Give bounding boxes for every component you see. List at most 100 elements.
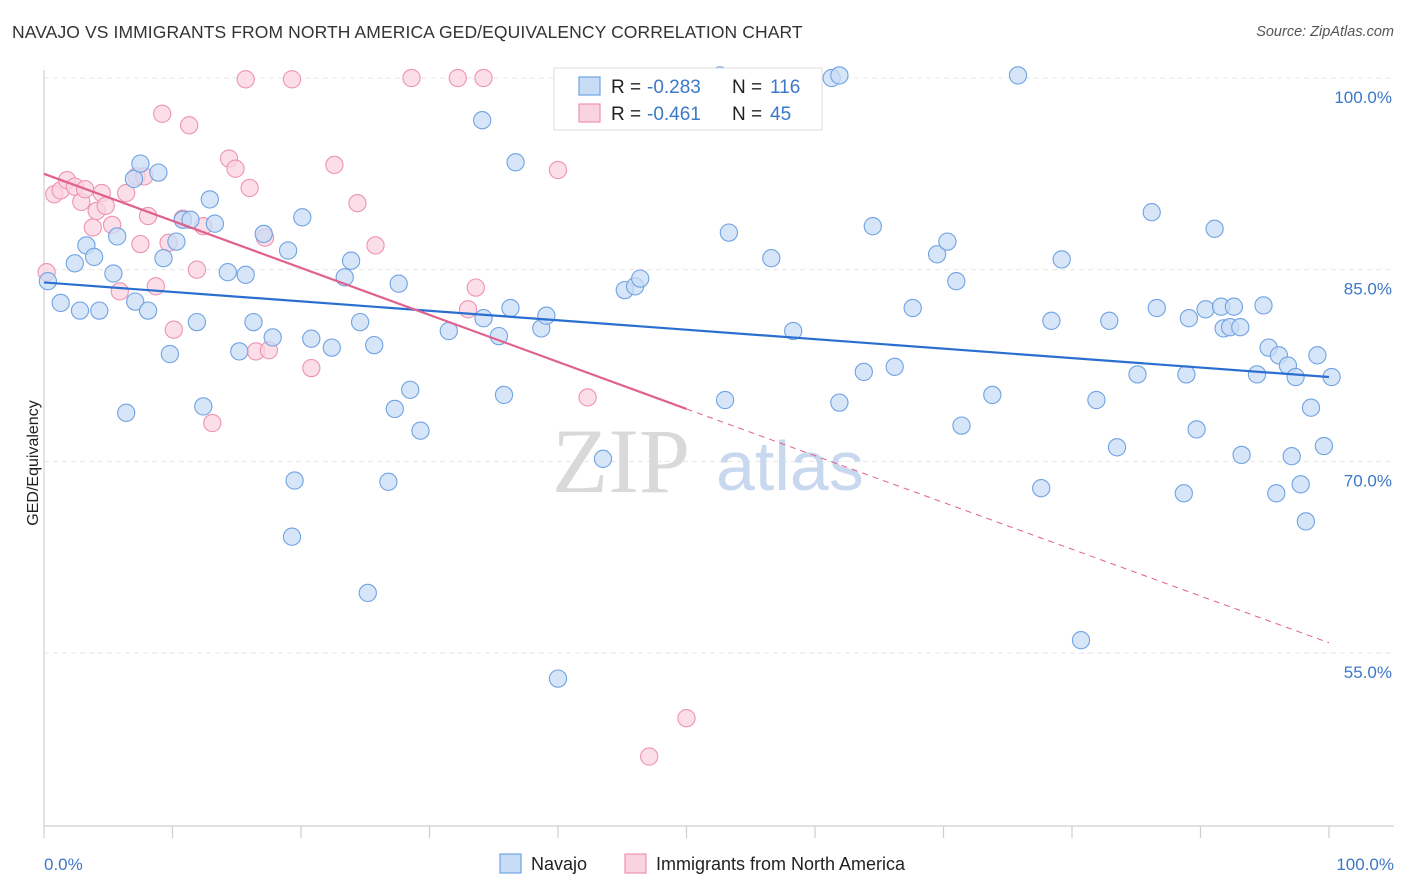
navajo-point	[244, 312, 263, 332]
immigrants-point	[203, 413, 222, 433]
y-axis-label: GED/Equivalency	[25, 400, 42, 525]
navajo-point	[278, 241, 298, 260]
chart-source: Source: ZipAtlas.com	[1256, 24, 1394, 40]
navajo-point	[322, 338, 341, 357]
immigrants-trend-line	[43, 172, 687, 410]
legend-stats: R = -0.283 N = 116 R = -0.461 N = 45	[553, 67, 823, 131]
immigrants-point	[146, 277, 165, 296]
navajo-point	[1314, 436, 1334, 456]
navajo-point	[230, 342, 249, 361]
bottom-legend-swatch-navajo	[499, 853, 522, 874]
navajo-point	[108, 227, 127, 246]
x-ticks	[43, 826, 1330, 838]
navajo-point	[1100, 311, 1119, 330]
navajo-point	[1291, 475, 1310, 494]
navajo-trend-line	[43, 281, 1330, 379]
navajo-point	[762, 249, 781, 268]
immigrants-point	[282, 70, 302, 89]
navajo-point	[187, 312, 207, 332]
legend-navajo-n: 116	[770, 77, 800, 98]
immigrants-point	[110, 282, 129, 301]
navajo-point	[358, 583, 377, 603]
navajo-point	[1301, 398, 1321, 417]
navajo-point	[1052, 250, 1071, 269]
navajo-point	[1308, 346, 1327, 365]
immigrants-point	[366, 236, 385, 255]
navajo-point	[263, 328, 282, 347]
immigrants-point	[240, 178, 259, 198]
x-tick-label-max: 100.0%	[1336, 855, 1394, 874]
navajo-point	[282, 527, 302, 546]
immigrants-point	[458, 300, 478, 319]
navajo-point	[65, 254, 84, 273]
navajo-point	[938, 232, 957, 251]
legend-navajo-n-label: N =	[732, 77, 762, 98]
chart-title: NAVAJO VS IMMIGRANTS FROM NORTH AMERICA …	[12, 22, 803, 42]
legend-series: Navajo Immigrants from North America	[499, 853, 906, 874]
navajo-point	[1254, 296, 1273, 315]
y-tick-labels: 100.0% 85.0% 70.0% 55.0%	[1334, 88, 1392, 682]
navajo-point	[1142, 203, 1161, 222]
navajo-point	[830, 393, 849, 412]
navajo-point	[506, 153, 525, 172]
navajo-point	[1187, 420, 1206, 439]
navajo-point	[494, 385, 514, 405]
navajo-point	[131, 154, 150, 173]
bottom-legend-immigrants: Immigrants from North America	[656, 854, 906, 874]
navajo-point	[1107, 438, 1127, 457]
navajo-point	[84, 247, 104, 267]
navajo-point	[149, 163, 168, 182]
navajo-point	[1147, 298, 1166, 318]
immigrants-point	[226, 159, 245, 178]
navajo-point	[350, 312, 370, 332]
navajo-point	[1179, 309, 1199, 328]
immigrants-point	[548, 160, 568, 180]
navajo-point	[160, 344, 180, 364]
navajo-point	[1231, 318, 1250, 337]
immigrants-point	[402, 68, 421, 88]
navajo-point	[715, 390, 735, 410]
navajo-point	[1247, 365, 1267, 384]
navajo-point	[1008, 66, 1028, 85]
navajo-point	[104, 264, 123, 283]
navajo-point	[903, 298, 922, 318]
navajo-point	[1296, 512, 1316, 531]
navajo-point	[1196, 300, 1215, 319]
x-tick-label-min: 0.0%	[44, 855, 83, 874]
navajo-point	[784, 321, 803, 341]
navajo-point	[205, 214, 225, 233]
immigrants-point	[153, 104, 172, 123]
navajo-point	[218, 263, 237, 282]
gridlines	[44, 77, 1394, 654]
immigrants-point	[640, 747, 659, 766]
navajo-point	[593, 449, 613, 468]
immigrants-point	[117, 183, 136, 203]
legend-swatch-navajo	[578, 76, 601, 96]
immigrants-point	[348, 194, 367, 213]
navajo-point	[1032, 479, 1051, 498]
navajo-point	[1087, 390, 1106, 410]
svg-text:ZIP: ZIP	[552, 410, 690, 512]
navajo-point	[473, 111, 492, 130]
immigrants-point	[474, 68, 493, 88]
navajo-point	[51, 293, 70, 313]
legend-navajo-r: -0.283	[647, 77, 701, 98]
y-tick-label: 55.0%	[1344, 663, 1392, 682]
navajo-point	[38, 272, 58, 291]
navajo-point	[885, 357, 904, 376]
immigrants-point	[302, 358, 321, 378]
series-navajo-points	[38, 66, 1341, 688]
navajo-point	[90, 301, 109, 320]
navajo-point	[302, 329, 321, 348]
navajo-point	[389, 274, 408, 293]
navajo-point	[830, 66, 849, 85]
legend-navajo-r-label: R =	[611, 77, 641, 98]
navajo-point	[167, 232, 186, 251]
y-tick-label: 70.0%	[1344, 471, 1392, 490]
bottom-legend-navajo: Navajo	[531, 854, 587, 874]
y-tick-label: 100.0%	[1334, 88, 1392, 107]
navajo-point	[236, 265, 255, 284]
immigrants-point	[180, 116, 199, 135]
trend-lines	[43, 172, 1330, 644]
navajo-point	[293, 208, 312, 227]
